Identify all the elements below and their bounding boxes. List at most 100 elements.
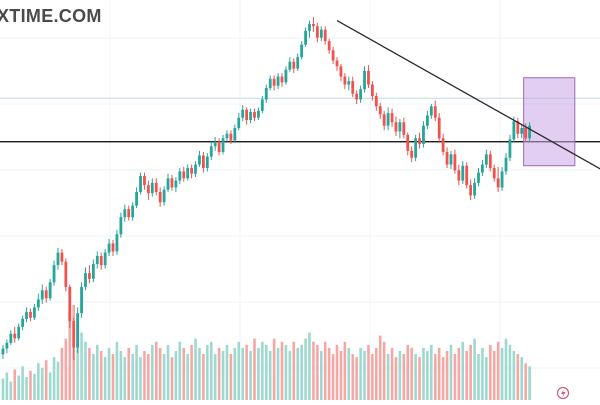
volume-bar — [485, 357, 488, 400]
candle-down — [99, 256, 103, 266]
volume-bar — [186, 354, 189, 400]
volume-bar — [127, 347, 131, 400]
volume-bar — [249, 350, 252, 400]
candle-up — [150, 182, 154, 194]
candle-up — [21, 318, 25, 327]
volume-bar — [327, 347, 331, 400]
candle-up — [178, 171, 182, 181]
volume-bar — [390, 347, 394, 400]
volume-bar — [461, 341, 465, 400]
candle-down — [351, 81, 355, 94]
volume-bar — [469, 344, 472, 400]
candle-up — [33, 307, 36, 318]
candle-down — [280, 76, 284, 83]
candle-up — [1, 348, 5, 355]
volume-bar — [229, 354, 233, 400]
candle-up — [296, 57, 300, 69]
candle-up — [56, 252, 60, 266]
candle-up — [52, 265, 56, 283]
candle-down — [437, 117, 441, 139]
candle-up — [300, 44, 304, 58]
candle-up — [123, 209, 127, 218]
volume-bar — [60, 347, 64, 400]
volume-bar — [316, 344, 319, 400]
candle-down — [44, 290, 48, 299]
candle-up — [91, 264, 95, 279]
candle-up — [139, 176, 142, 192]
candle-down — [382, 114, 386, 126]
candle-up — [477, 172, 480, 183]
volume-bar — [237, 341, 241, 400]
volume-bar — [158, 347, 162, 400]
candle-up — [449, 154, 453, 165]
volume-bar — [209, 341, 213, 400]
candle-down — [127, 209, 131, 218]
candle-up — [48, 282, 52, 299]
volume-bar — [359, 347, 362, 400]
volume-bar — [323, 341, 327, 400]
candle-up — [359, 89, 362, 100]
candle-up — [205, 156, 209, 168]
volume-bar — [292, 341, 296, 400]
ui-overlay — [556, 386, 570, 400]
candle-down — [201, 155, 205, 168]
candle-up — [233, 128, 237, 141]
volume-bar — [33, 373, 36, 400]
volume-bar — [437, 347, 441, 400]
volume-bar — [280, 341, 284, 400]
candle-down — [68, 286, 72, 322]
candle-up — [414, 138, 418, 158]
candle-up — [95, 256, 99, 264]
candle-up — [512, 121, 516, 140]
volume-bar — [206, 344, 209, 400]
volume-bar — [426, 350, 429, 400]
candle-down — [229, 133, 233, 141]
volume-bar — [402, 354, 406, 400]
candle-down — [465, 165, 469, 186]
volume-bar — [339, 350, 343, 400]
volume-bar — [371, 354, 374, 400]
volume-bar — [264, 344, 268, 400]
volume-bar — [225, 344, 229, 400]
volume-bar — [198, 347, 201, 400]
volume-bar — [217, 347, 221, 400]
volume-bar — [253, 338, 256, 400]
volume-bar — [441, 357, 445, 400]
volume-bar — [516, 354, 520, 400]
volume-bar — [496, 341, 500, 400]
volume-bar — [422, 347, 425, 400]
candle-up — [40, 290, 44, 300]
candle-up — [9, 333, 13, 343]
volume-bar — [135, 344, 138, 400]
candle-down — [217, 141, 221, 152]
volume-bar — [147, 354, 150, 400]
volume-bar — [351, 354, 355, 400]
candle-down — [469, 185, 473, 196]
volume-bar — [430, 344, 433, 400]
volume-bar — [202, 354, 205, 400]
candle-down — [394, 122, 398, 132]
candle-up — [347, 81, 351, 85]
candle-up — [398, 122, 402, 132]
volume-bar — [68, 311, 72, 400]
candle-down — [453, 154, 457, 171]
volume-bar — [174, 350, 178, 400]
candle-up — [135, 192, 138, 206]
candle-up — [520, 128, 524, 134]
volume-bar — [504, 338, 508, 400]
candle-down — [170, 178, 174, 188]
volume-bar — [261, 341, 264, 400]
watermark: XTIME.COM — [0, 6, 102, 26]
candle-up — [186, 168, 190, 179]
candle-down — [496, 178, 500, 188]
alert-icon-bolt — [561, 389, 566, 398]
candle-up — [429, 106, 433, 116]
candle-up — [257, 110, 260, 118]
volume-bar — [170, 357, 174, 400]
volume-bar — [284, 344, 288, 400]
volume-bar — [182, 347, 186, 400]
volume-bar — [268, 350, 272, 400]
